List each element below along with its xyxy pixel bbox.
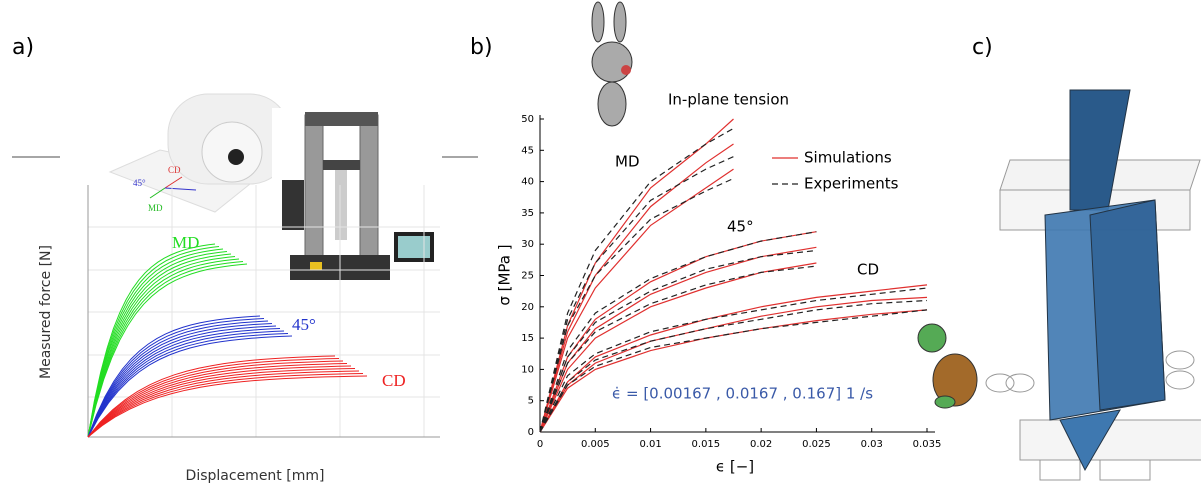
y-tick-label: 35: [521, 208, 534, 219]
stress-strain-line: [539, 299, 928, 433]
legend-label: Experiments: [804, 175, 899, 193]
force-curve: [87, 246, 220, 438]
curve-label: MD: [615, 153, 640, 171]
force-curve: [87, 320, 269, 438]
y-tick-label: 5: [528, 396, 534, 407]
force-curve: [87, 375, 368, 438]
y-tick-label: 25: [521, 271, 534, 282]
turtle-cartoon: [917, 323, 978, 409]
force-curve: [87, 368, 356, 438]
force-curve: [87, 333, 289, 438]
curve-label: MD: [172, 233, 199, 252]
stress-strain-line: [539, 249, 817, 433]
force-curve: [87, 323, 273, 438]
y-tick-label: 50: [521, 114, 534, 125]
panel-label: a): [12, 35, 34, 60]
x-tick-label: 0.025: [802, 439, 831, 450]
force-curve: [87, 328, 281, 438]
force-curve: [87, 263, 248, 438]
force-curve: [87, 318, 265, 438]
stress-strain-line: [539, 143, 734, 433]
x-tick-label: 0.02: [750, 439, 772, 450]
stress-strain-line: [539, 127, 734, 433]
force-curve: [87, 335, 293, 438]
x-tick-label: 0.01: [639, 439, 661, 450]
paper-roll-photo: [12, 93, 478, 213]
stress-strain-line: [539, 309, 928, 433]
force-curve: [87, 330, 285, 438]
y-axis-label: σ [MPa ]: [496, 244, 514, 305]
curve-label: 45°: [292, 315, 316, 334]
y-tick-label: 10: [521, 364, 534, 375]
photo-label: 45°: [133, 178, 146, 188]
photo-label: MD: [148, 203, 163, 213]
y-axis-label: Measured force [N]: [38, 245, 54, 379]
force-curve: [87, 256, 236, 438]
force-curve: [87, 258, 240, 438]
stress-strain-line: [539, 265, 817, 433]
stress-strain-line: [539, 156, 734, 433]
curve-label: CD: [857, 261, 879, 279]
force-curve: [87, 243, 216, 438]
annotation: ϵ̇ = [0.00167 , 0.0167 , 0.167] 1 /s: [612, 385, 873, 403]
y-tick-label: 45: [521, 145, 534, 156]
y-tick-label: 15: [521, 333, 534, 344]
force-curve: [87, 261, 244, 438]
stress-strain-line: [539, 309, 928, 433]
curve-label: 45°: [727, 218, 754, 236]
stress-strain-line: [539, 231, 817, 433]
x-tick-label: 0.03: [861, 439, 883, 450]
force-curve: [87, 360, 344, 438]
force-curve: [87, 373, 364, 438]
y-tick-label: 30: [521, 239, 534, 250]
force-curve: [87, 365, 352, 438]
force-curve: [87, 358, 340, 438]
x-tick-label: 0.015: [692, 439, 721, 450]
x-axis-label: ϵ [−]: [716, 458, 754, 476]
y-tick-label: 40: [521, 177, 534, 188]
force-curve: [87, 251, 228, 438]
force-curve: [87, 355, 336, 438]
stress-strain-line: [539, 177, 734, 433]
stress-strain-line: [539, 296, 928, 433]
force-curve: [87, 370, 360, 438]
curve-label: CD: [382, 371, 406, 390]
x-tick-label: 0.035: [913, 439, 942, 450]
y-tick-label: 20: [521, 302, 534, 313]
y-tick-label: 0: [528, 427, 534, 438]
x-tick-label: 0.005: [581, 439, 610, 450]
stress-strain-line: [539, 168, 734, 433]
force-curve: [87, 248, 224, 438]
force-curve: [87, 363, 348, 438]
force-curve: [87, 253, 232, 438]
chart-title: In-plane tension: [668, 91, 789, 109]
legend-label: Simulations: [804, 149, 892, 167]
panel-label: c): [972, 35, 993, 60]
rabbit-cartoon: [591, 1, 633, 127]
panel-label: b): [470, 35, 493, 60]
force-curve: [87, 325, 277, 438]
specimen-render: [985, 89, 1201, 481]
force-curve: [87, 315, 261, 438]
photo-label: CD: [168, 165, 181, 175]
stress-strain-line: [539, 287, 928, 433]
x-tick-label: 0: [537, 439, 543, 450]
x-axis-label: Displacement [mm]: [186, 468, 325, 484]
